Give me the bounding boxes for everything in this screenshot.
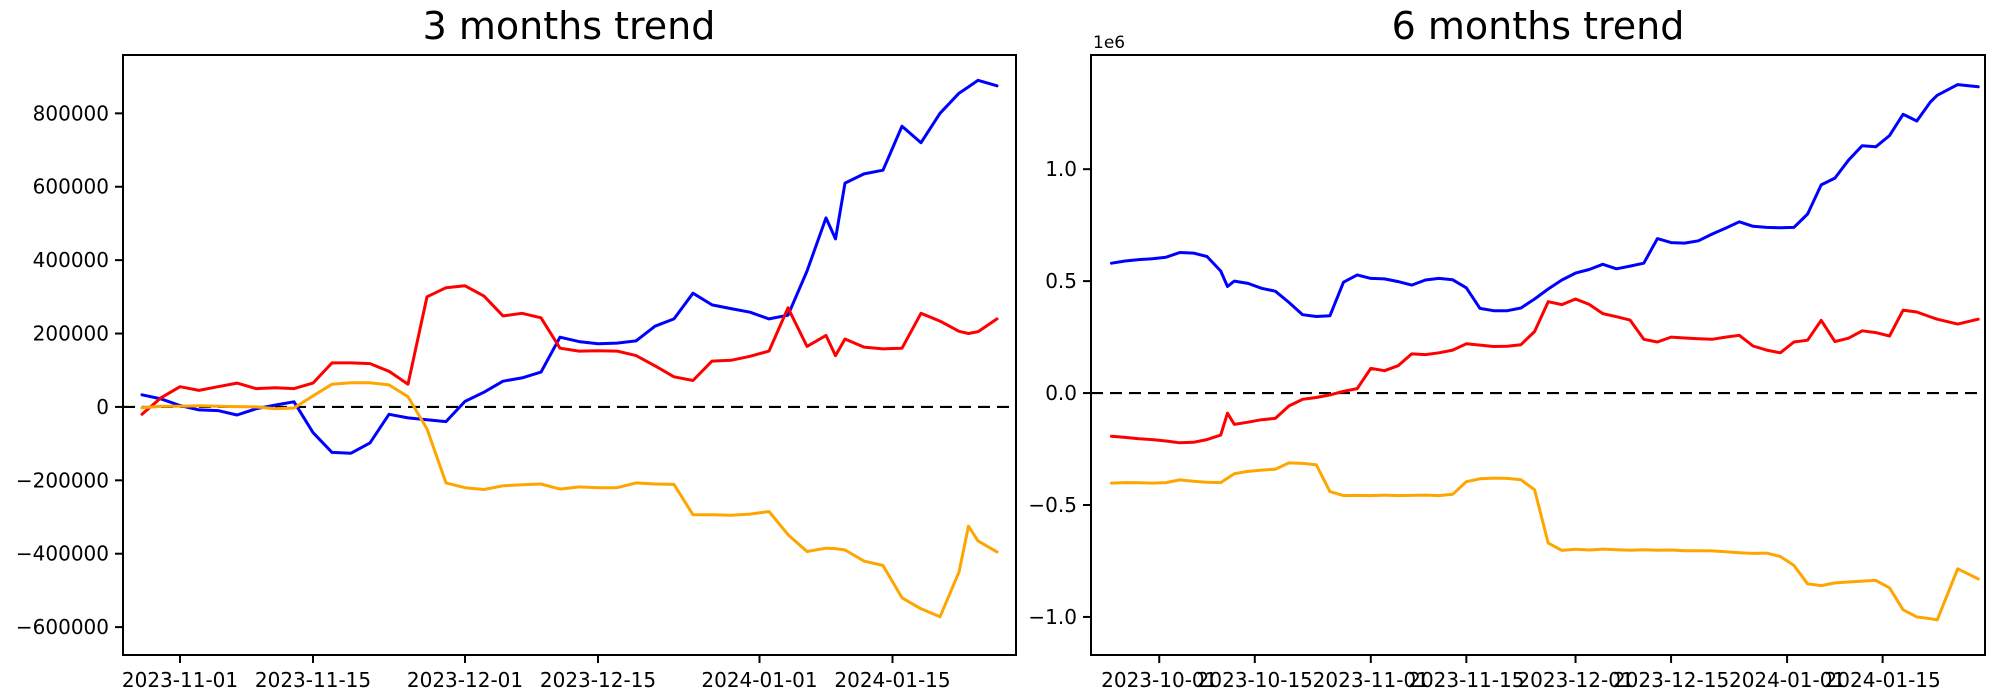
y-tick-label: −400000 (16, 542, 109, 566)
y-tick-label: −600000 (16, 615, 109, 639)
right-chart-title: 6 months trend (1391, 4, 1685, 48)
y-tick-label: 400000 (33, 248, 109, 272)
line-orange-series (1110, 461, 1980, 622)
left-chart-title: 3 months trend (422, 4, 716, 48)
x-tick-label: 2024-01-01 (1729, 668, 1845, 692)
line-red-series (1110, 297, 1980, 445)
x-tick-label: 2024-01-15 (834, 668, 950, 692)
y-axis-offset-label: 1e6 (1093, 33, 1126, 53)
y-tick-label: 0.5 (1045, 269, 1077, 293)
x-tick-label: 2023-12-15 (1613, 668, 1729, 692)
x-tick-label: 2023-11-15 (1408, 668, 1524, 692)
x-tick-label: 2023-10-15 (1197, 668, 1313, 692)
line-blue-series (140, 78, 999, 455)
x-tick-label: 2023-11-15 (255, 668, 371, 692)
y-tick-label: 0.0 (1045, 381, 1077, 405)
line-orange-series (140, 381, 999, 619)
x-tick-label: 2023-11-01 (122, 668, 238, 692)
y-tick-label: 1.0 (1045, 157, 1077, 181)
y-tick-label: 800000 (33, 101, 109, 125)
line-red-series (140, 284, 999, 416)
y-tick-label: −200000 (16, 468, 109, 492)
axes-border (122, 54, 1017, 656)
x-tick-label: 2023-10-01 (1101, 668, 1217, 692)
x-tick-label: 2023-12-01 (407, 668, 523, 692)
x-tick-label: 2023-12-15 (540, 668, 656, 692)
x-tick-label: 2024-01-15 (1825, 668, 1941, 692)
y-tick-label: −0.5 (1028, 493, 1077, 517)
x-tick-label: 2023-11-01 (1313, 668, 1429, 692)
x-tick-label: 2024-01-01 (701, 668, 817, 692)
y-tick-label: 600000 (33, 175, 109, 199)
x-tick-label: 2023-12-01 (1517, 668, 1633, 692)
y-tick-label: 0 (96, 395, 109, 419)
y-tick-label: −1.0 (1028, 605, 1077, 629)
y-tick-label: 200000 (33, 322, 109, 346)
line-blue-series (1110, 83, 1980, 318)
axes-border (1090, 54, 1986, 656)
